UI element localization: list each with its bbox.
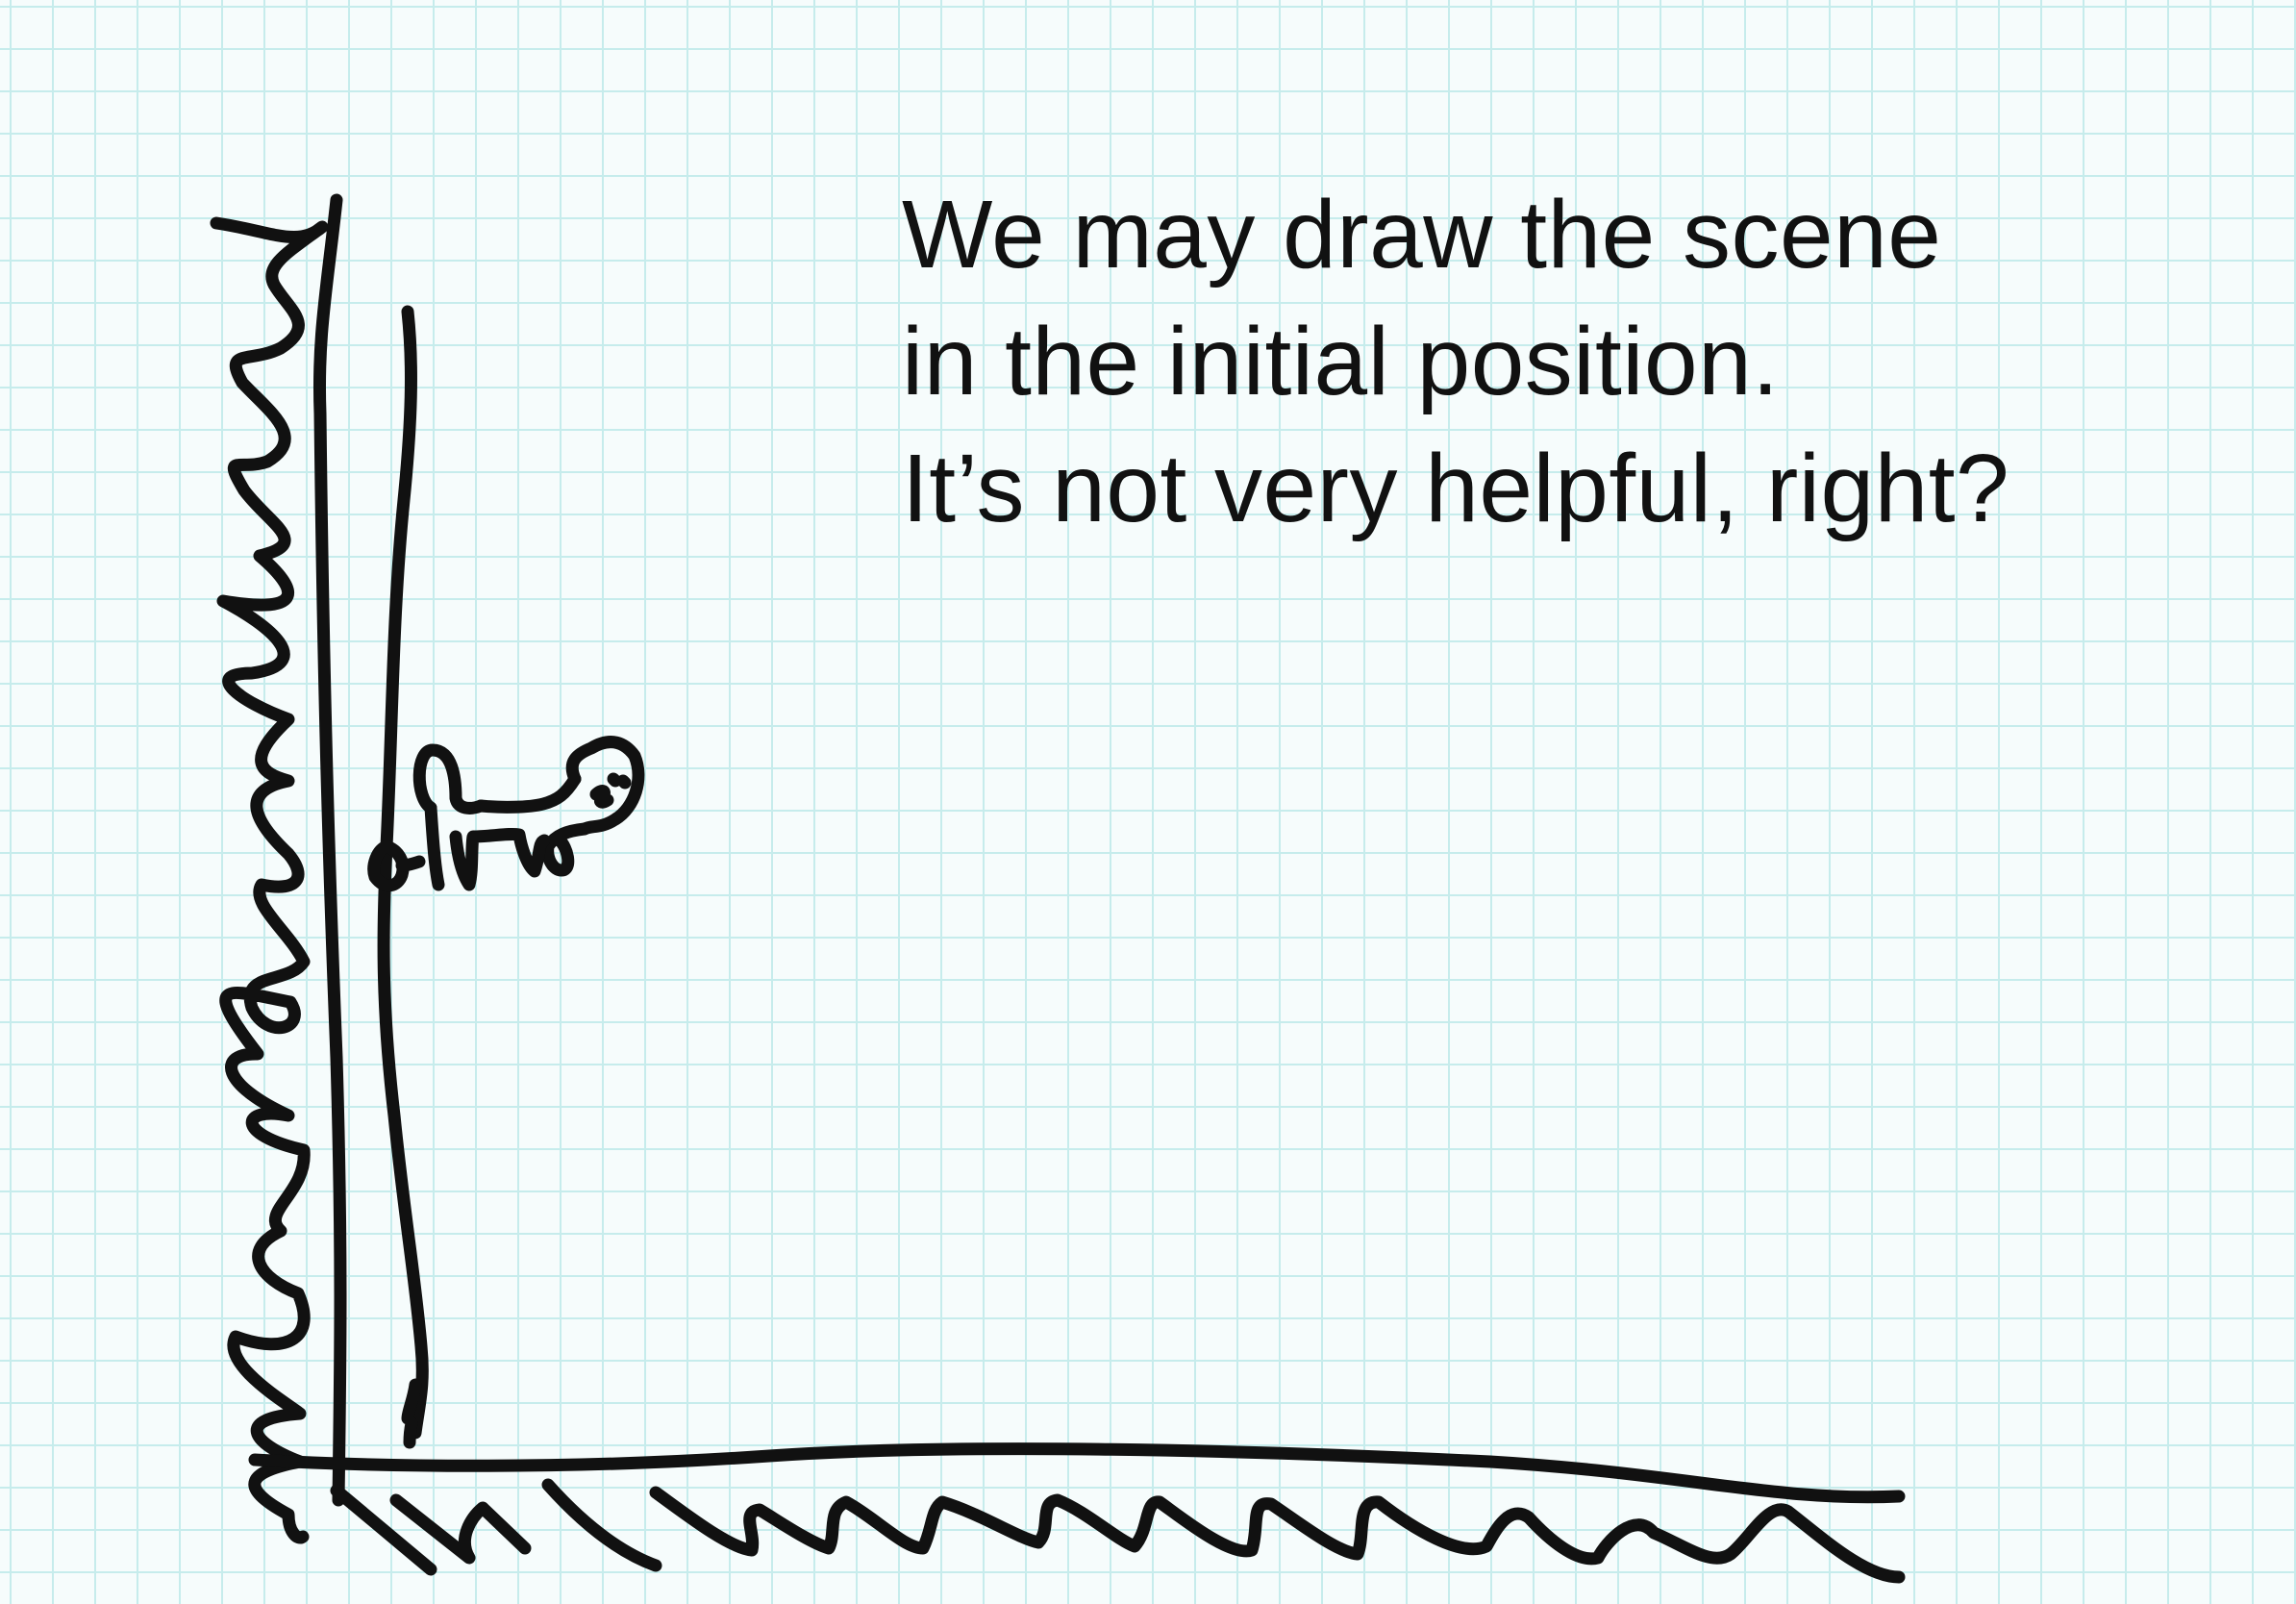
floor-hatching [330,1478,1906,1584]
rope-tail [401,1378,422,1449]
caption-line-2: in the initial position. [902,308,1780,415]
vertical-wall-line [312,193,347,1507]
caption-text: We may draw the scene in the initial pos… [902,171,2248,552]
floor-line [248,1442,1906,1504]
caption-line-3: It’s not very helpful, right? [902,435,2010,542]
creature-on-rope-icon [367,736,645,892]
left-wall-hatching [210,216,329,1544]
caption-line-1: We may draw the scene [902,181,1942,288]
hanging-rope [377,305,429,1440]
